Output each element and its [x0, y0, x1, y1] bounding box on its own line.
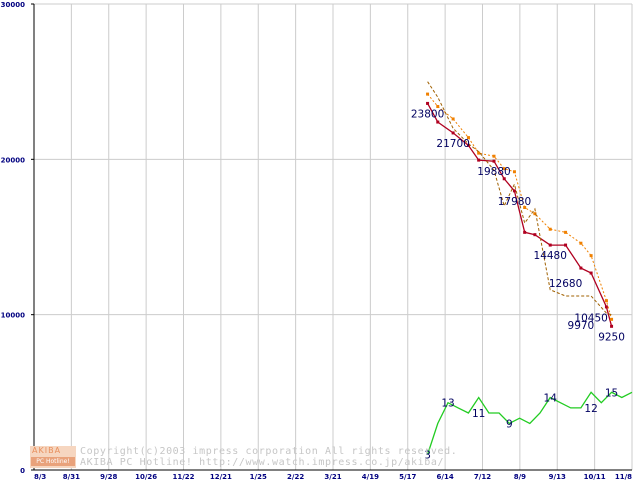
data-point-min-price: [523, 230, 527, 234]
price-label: 21700: [436, 138, 469, 150]
data-point-min-price: [492, 159, 496, 163]
data-point-avg-price: [564, 230, 568, 234]
series: [426, 81, 633, 455]
x-tick-label: 6/14: [437, 473, 454, 480]
data-point-min-price: [436, 120, 440, 124]
price-label: 14480: [534, 250, 567, 262]
series-line-min-price: [427, 103, 613, 327]
data-point-min-price: [466, 143, 470, 147]
y-tick-label: 10000: [1, 312, 25, 320]
data-point-avg-price: [451, 117, 455, 121]
data-point-avg-price: [512, 170, 516, 174]
price-label: 10450: [574, 313, 607, 325]
site-url-line: AKIBA PC Hotline! http://www.watch.impre…: [80, 457, 445, 468]
data-point-min-price: [589, 271, 593, 275]
akiba-logo: AKIBA PC Hotline!: [30, 446, 76, 468]
x-tick-label: 1/25: [250, 473, 267, 480]
data-point-min-price: [477, 158, 481, 162]
x-tick-label: 11/8: [615, 473, 632, 480]
data-point-avg-price: [533, 212, 537, 216]
data-point-avg-price: [436, 105, 440, 109]
shop-count-label: 12: [584, 403, 597, 415]
shop-count-label: 13: [441, 398, 454, 410]
y-tick-label: 0: [20, 467, 25, 475]
x-tick-label: 4/19: [362, 473, 379, 480]
shop-count-label: 9: [506, 418, 513, 430]
shop-count-label: 15: [605, 387, 618, 399]
grid: [33, 3, 633, 470]
copyright-watermark: AKIBA PC Hotline! Copyright(c)2003 impre…: [30, 446, 510, 468]
x-tick-label: 11/22: [172, 473, 194, 480]
x-tick-label: 7/12: [474, 473, 491, 480]
y-tick-label: 20000: [1, 156, 25, 164]
data-point-min-price: [533, 233, 537, 237]
y-tick-label: 30000: [1, 1, 25, 9]
x-tick-label: 12/21: [210, 473, 232, 480]
price-label: 19880: [477, 166, 510, 178]
data-point-min-price: [426, 101, 430, 105]
x-tick-label: 8/31: [63, 473, 80, 480]
data-point-avg-price: [589, 254, 593, 258]
x-tick-label: 8/3: [34, 473, 46, 480]
shop-count-label: 14: [544, 393, 558, 405]
data-point-avg-price: [426, 92, 430, 96]
akiba-logo-subtext: PC Hotline!: [31, 457, 75, 466]
data-point-avg-price: [477, 151, 481, 155]
shop-count-label: 11: [472, 408, 485, 420]
price-label: 9250: [598, 331, 625, 343]
data-point-min-price: [502, 177, 506, 181]
price-label: 12680: [549, 278, 582, 290]
data-point-avg-price: [502, 167, 506, 171]
data-point-min-price: [579, 266, 583, 270]
data-point-min-price: [604, 305, 608, 309]
data-point-avg-price: [466, 136, 470, 140]
price-label: 23800: [411, 108, 444, 120]
x-tick-label: 2/22: [287, 473, 304, 480]
data-point-avg-price: [548, 227, 552, 231]
x-tick-label: 10/11: [584, 473, 606, 480]
x-tick-label: 9/28: [100, 473, 117, 480]
price-label: 17980: [498, 196, 531, 208]
x-tick-label: 5/17: [399, 473, 416, 480]
copyright-line: Copyright(c)2003 impress corporation All…: [80, 446, 458, 457]
x-tick-label: 10/26: [135, 473, 157, 480]
data-point-min-price: [512, 189, 516, 193]
x-tick-label: 3/21: [324, 473, 341, 480]
shop-count-label: 3: [424, 449, 431, 461]
data-point-min-price: [451, 131, 455, 135]
akiba-logo-text: AKIBA: [32, 446, 62, 455]
data-point-avg-price: [523, 205, 527, 209]
price-label: 9970: [568, 320, 595, 332]
data-point-avg-price: [492, 154, 496, 158]
data-point-min-price: [610, 324, 614, 328]
data-point-avg-price: [604, 299, 608, 303]
x-tick-label: 8/9: [514, 473, 526, 480]
data-point-avg-price: [579, 241, 583, 245]
x-tick-label: 9/13: [549, 473, 566, 480]
data-point-min-price: [548, 243, 552, 247]
series-line-shop-count: [426, 391, 633, 455]
data-point-min-price: [564, 243, 568, 247]
data-point-avg-price: [610, 317, 614, 321]
